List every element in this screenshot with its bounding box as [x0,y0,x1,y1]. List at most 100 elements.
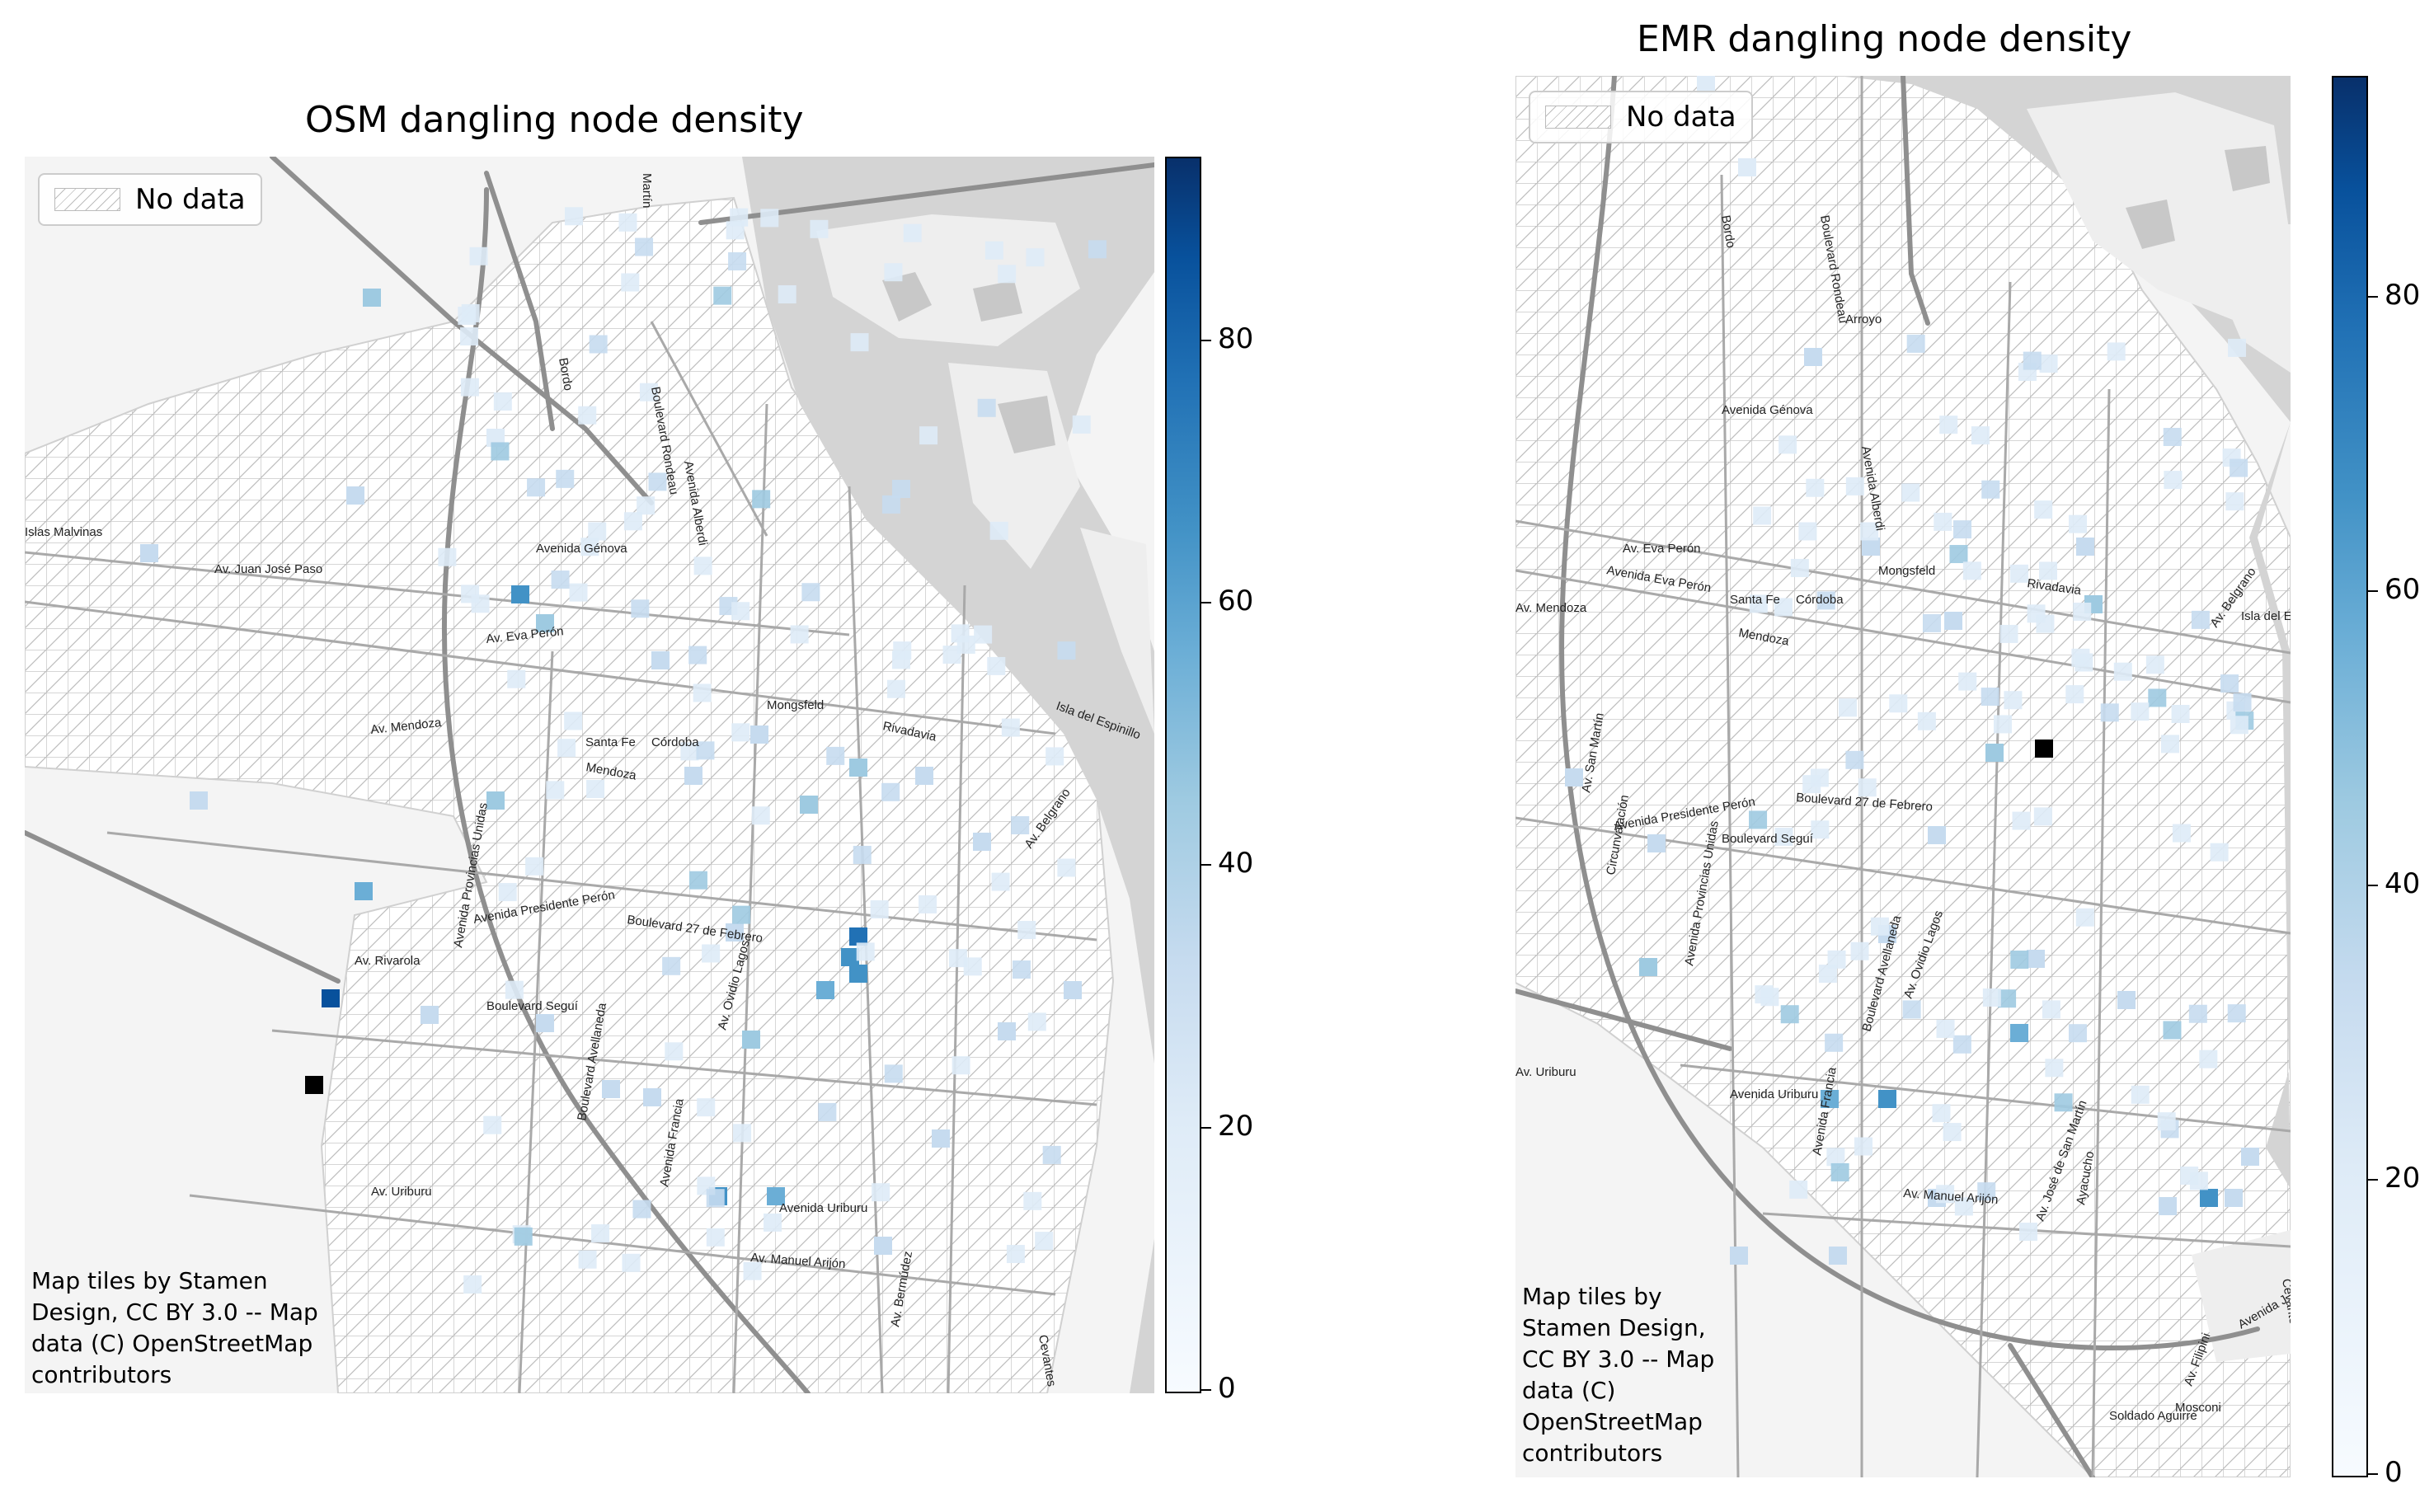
no-data-hatch-swatch [54,188,120,211]
density-cell [688,646,707,664]
density-cell [2004,691,2023,710]
density-cell [1999,624,2018,643]
density-cell [742,1031,760,1049]
street-label: Martín [640,173,654,209]
density-cell [469,247,488,265]
density-cell [706,1228,725,1247]
density-cell [1928,826,1946,844]
density-cell [635,237,654,256]
density-cell [884,263,903,282]
street-label: Boulevard Seguí [1722,832,1814,846]
osm-map[interactable]: Av. Juan José Paso Avenida Génova Av. Eva … [25,157,1154,1393]
street-label: Av. Uriburu [371,1185,432,1199]
density-cell [853,845,872,864]
density-cell [2012,811,2031,830]
colorbar-tick-label: 20 [1218,1109,1254,1143]
density-cell [639,383,658,401]
density-cell [1639,958,1657,976]
density-cell [1845,477,1864,495]
density-cell [631,599,650,618]
density-cell [1755,985,1774,1004]
density-cell [1934,512,1952,531]
colorbar-tick-mark [1200,1126,1211,1129]
density-cell [1647,834,1666,852]
emr-attribution: Map tiles by Stamen Design, CC BY 3.0 --… [1522,1283,1715,1467]
density-cell [491,442,510,461]
avenue [1515,519,2291,655]
density-cell [903,223,922,242]
density-cell [752,490,771,509]
density-cell [2035,740,2053,758]
density-cell [849,965,867,983]
density-cell [872,1183,890,1202]
density-cell [998,265,1017,284]
density-cell [1011,816,1030,835]
colorbar-tick-label: 0 [2385,1456,2403,1489]
density-cell [578,406,597,425]
colorbar-tick-mark [2366,295,2378,298]
density-cell [1845,750,1864,769]
density-cell [2227,338,2246,357]
density-cell [1730,1247,1748,1265]
density-cell [1001,718,1020,737]
density-cell [514,1227,533,1246]
density-cell [2220,674,2239,693]
osm-legend: No data [38,173,262,226]
density-cell [2191,610,2210,629]
density-cell [190,791,208,810]
density-cell [1944,612,1962,630]
density-cell [760,209,779,228]
highway [270,157,654,505]
density-cell [1858,778,1877,797]
density-cell [849,927,867,946]
density-cell [471,594,490,613]
lagoon [882,272,932,322]
density-cell [2018,1223,2037,1242]
density-cell [589,335,608,354]
density-cell [463,1275,482,1294]
density-cell [618,213,637,232]
density-cell [1045,747,1064,766]
highway [2008,1343,2095,1477]
density-cell [2071,648,2090,667]
colorbar-tick-mark [1200,864,1211,866]
colorbar-tick-mark [2366,884,2378,886]
density-cell [1850,941,1869,960]
density-cell [963,957,982,976]
emr-map[interactable]: Avenida Génova Av. Eva Perón Avenida Eva P… [1515,76,2291,1477]
island [2192,1230,2291,1362]
density-cell [731,602,750,621]
avenue [947,585,966,1393]
emr-legend: No data [1529,91,1753,143]
density-cell [1072,415,1091,434]
density-cell [2210,843,2229,862]
density-cell [951,624,970,643]
density-cell [2200,1189,2218,1207]
density-cell [556,469,575,488]
density-cell [1064,981,1082,999]
density-cell [973,833,991,851]
density-cell [816,981,834,999]
osm-legend-label: No data [135,183,246,216]
density-cell [1943,1123,1962,1142]
colorbar-tick-label: 80 [2385,278,2421,312]
density-cell [2199,1049,2218,1068]
density-cell [527,478,546,497]
density-cell [564,207,583,226]
highway [484,171,555,431]
density-cell [2075,908,2094,927]
density-cell [680,742,699,761]
density-cell [1006,1245,1025,1264]
density-cell [1954,1197,1973,1216]
density-cell [2042,1000,2060,1019]
density-cell [536,1014,554,1032]
density-cell [460,378,479,397]
density-cell [800,796,818,814]
density-cell [693,683,712,702]
density-cell [932,1129,950,1148]
density-cell [2230,716,2248,735]
density-cell [1821,1090,1839,1108]
osm-map-title: OSM dangling node density [305,99,804,141]
street-label: Av. Eva Perón [1623,542,1701,556]
density-cell [2068,514,2087,533]
